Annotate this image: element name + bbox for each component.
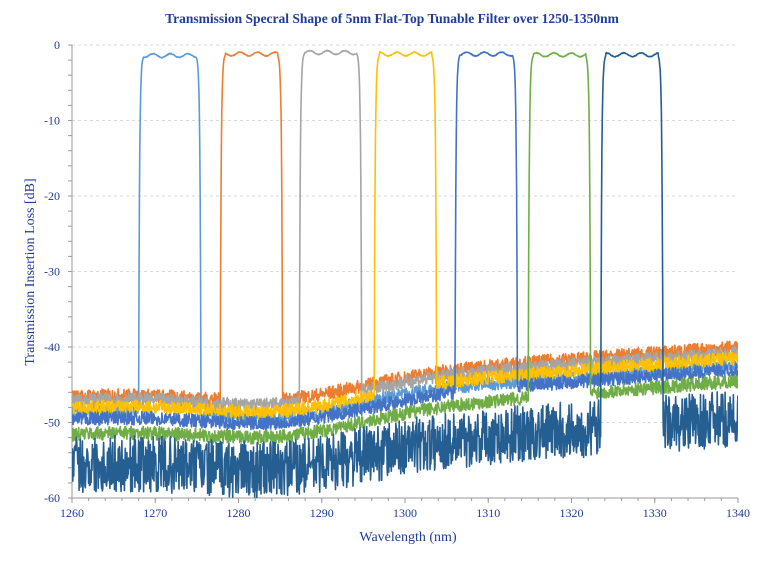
series-line-5 [72, 51, 738, 431]
plot-area [72, 49, 738, 498]
series-line-6 [72, 51, 738, 445]
x-tick-label: 1300 [393, 506, 417, 520]
x-tick-label: 1310 [476, 506, 500, 520]
series-line-3 [72, 49, 738, 413]
series-line-4 [72, 51, 738, 420]
y-tick-label: -10 [44, 114, 60, 128]
x-axis-label: Wavelength (nm) [359, 530, 457, 545]
x-tick-label: 1320 [560, 506, 584, 520]
x-tick-label: 1340 [726, 506, 750, 520]
y-tick-label: 0 [54, 38, 60, 52]
y-tick-label: -20 [44, 189, 60, 203]
x-tick-label: 1290 [310, 506, 334, 520]
y-tick-label: -50 [44, 416, 60, 430]
x-tick-label: 1260 [60, 506, 84, 520]
chart-title: Transmission Specral Shape of 5nm Flat-T… [165, 11, 619, 26]
x-tick-label: 1330 [643, 506, 667, 520]
series-line-7 [72, 51, 738, 498]
y-axis-label: Transmission Insertion Loss [dB] [23, 178, 38, 365]
y-tick-label: -40 [44, 340, 60, 354]
x-tick-label: 1280 [227, 506, 251, 520]
x-tick-label: 1270 [143, 506, 167, 520]
y-tick-label: -30 [44, 265, 60, 279]
y-tick-label: -60 [44, 491, 60, 505]
